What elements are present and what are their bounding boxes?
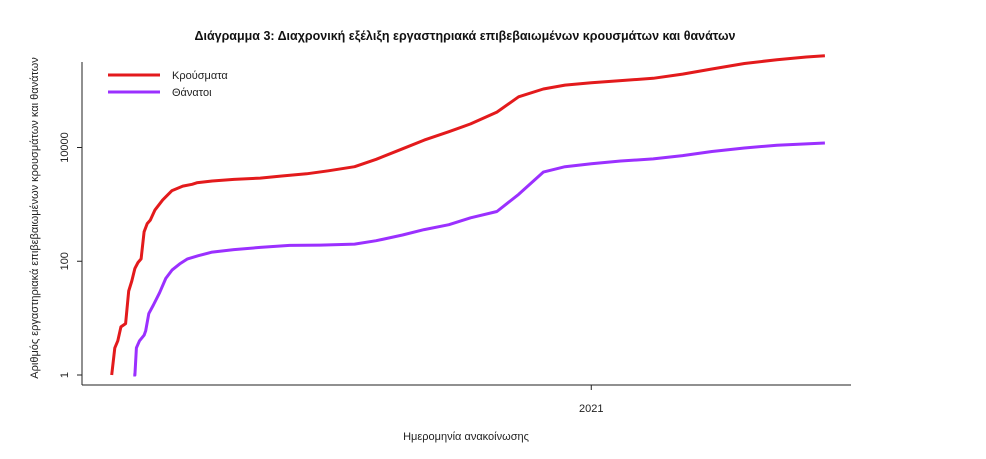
series-line-cases <box>110 54 825 376</box>
legend: Κρούσματα Θάνατοι <box>108 70 228 99</box>
y-axis-label: Αριθμός εργαστηριακά επιβεβαιωμένων κρου… <box>29 57 41 379</box>
x-tick-label: 2021 <box>579 403 603 415</box>
plot-area: 1 100 10000 2021 <box>59 54 851 415</box>
x-axis-label: Ημερομηνία ανακοίνωσης <box>403 431 529 443</box>
x-ticks: 2021 <box>579 385 604 415</box>
series-line-deaths <box>133 141 825 377</box>
y-tick-label: 100 <box>59 252 71 270</box>
legend-label-cases: Κρούσματα <box>172 70 228 82</box>
y-ticks: 1 100 10000 <box>59 132 82 378</box>
series-group <box>110 54 825 377</box>
chart-title: Διάγραμμα 3: Διαχρονική εξέλιξη εργαστηρ… <box>194 29 735 43</box>
legend-label-deaths: Θάνατοι <box>172 87 212 99</box>
y-tick-label: 1 <box>59 372 71 378</box>
y-tick-label: 10000 <box>59 132 71 163</box>
